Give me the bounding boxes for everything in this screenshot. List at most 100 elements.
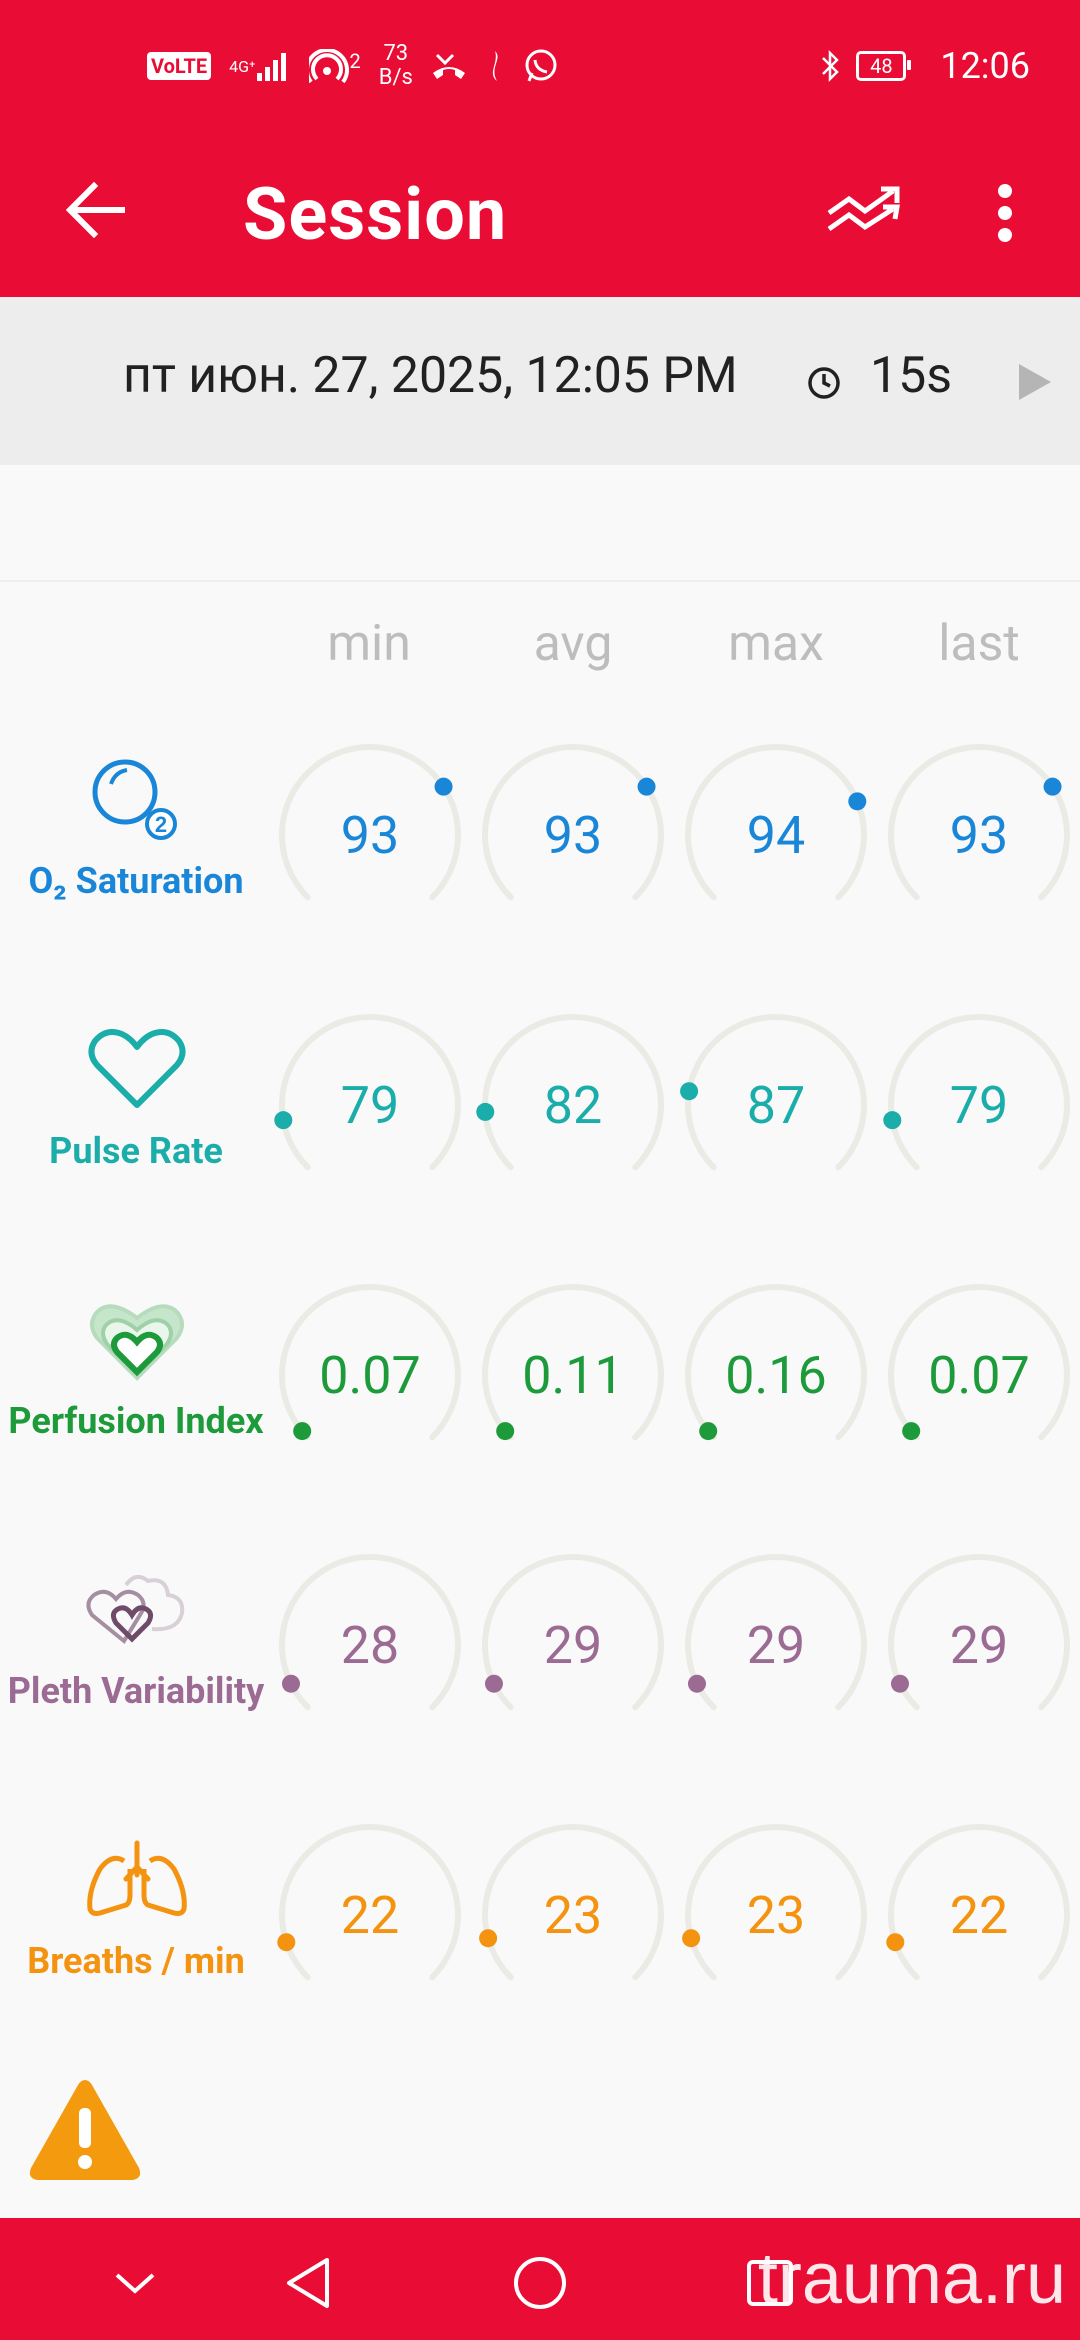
gauge-arc	[685, 744, 867, 901]
gauge-value: 23	[543, 1884, 603, 1946]
gauge-indicator-dot	[1043, 777, 1062, 796]
gauge-value: 87	[746, 1074, 806, 1136]
session-date: пт июн. 27, 2025, 12:05 PM	[123, 347, 738, 405]
gauge-indicator-dot	[484, 1674, 503, 1693]
gauge-arc	[279, 744, 461, 901]
gauge-min: 28	[273, 1548, 467, 1742]
gauge-arc	[680, 1014, 867, 1171]
column-header-avg: avg	[533, 615, 613, 673]
gauge-value: 93	[340, 804, 400, 866]
overflow-menu-button[interactable]	[980, 168, 1030, 258]
status-bar: VoLTE 4G⁺ 2 73 B/s	[0, 0, 1080, 132]
arrow-back-icon	[66, 182, 125, 238]
gauge-indicator-dot	[281, 1674, 300, 1693]
divider	[0, 580, 1080, 582]
parameter-label: Pleth Variability	[7, 1670, 265, 1712]
gauge-arc	[277, 1824, 461, 1981]
gauge-track	[279, 1824, 461, 1981]
gauge-value: 28	[340, 1614, 400, 1676]
more-vert-icon	[998, 184, 1012, 242]
gauge-last: 0.07	[882, 1278, 1076, 1472]
gauge-indicator-dot	[883, 1111, 902, 1130]
gauge-indicator-dot	[682, 1929, 701, 1948]
parameter-label: Perfusion Index	[8, 1400, 264, 1442]
gauge-max: 94	[679, 738, 873, 932]
play-button[interactable]	[1010, 357, 1060, 407]
trend-compare-button[interactable]	[820, 168, 910, 258]
hotspot-count: 2	[349, 49, 361, 73]
gauge-indicator-dot	[476, 1102, 495, 1121]
gauge-track	[685, 1014, 867, 1171]
gauge-arc	[883, 1014, 1070, 1171]
heart-icon	[72, 1014, 202, 1124]
gauge-indicator-dot	[886, 1933, 905, 1952]
gauge-value: 29	[949, 1614, 1009, 1676]
network-type: 4G⁺	[229, 56, 256, 76]
gauge-indicator-dot	[274, 1111, 293, 1130]
volte-icon: VoLTE	[147, 52, 212, 80]
gauge-last: 93	[882, 738, 1076, 932]
app-notification-icon	[485, 49, 505, 83]
gauge-min: 22	[273, 1818, 467, 2012]
gauge-indicator-dot	[680, 1082, 699, 1101]
gauge-track	[279, 1554, 461, 1711]
gauge-avg: 82	[476, 1008, 670, 1202]
gauge-arc	[685, 1284, 867, 1441]
nav-home-button[interactable]	[505, 2248, 575, 2318]
gauge-max: 0.16	[679, 1278, 873, 1472]
gauge-arc	[279, 1554, 461, 1711]
gauge-arc	[274, 1014, 461, 1171]
gauge-track	[482, 744, 664, 901]
nav-back-button[interactable]	[273, 2248, 343, 2318]
net-speed-value: 73	[383, 41, 409, 66]
gauge-avg: 29	[476, 1548, 670, 1742]
gauge-arc	[279, 1284, 461, 1441]
parameter-label: O₂ Saturation	[28, 860, 244, 902]
nav-collapse-button[interactable]	[100, 2248, 170, 2318]
session-duration: 15s	[870, 347, 953, 405]
warning-icon[interactable]	[25, 2072, 145, 2192]
parameter-row: Breaths / min 22 23 23 22	[0, 1800, 1080, 2070]
gauge-value: 79	[340, 1074, 400, 1136]
gauge-last: 79	[882, 1008, 1076, 1202]
gauge-track	[888, 1554, 1070, 1711]
column-header-max: max	[728, 615, 824, 673]
gauge-indicator-dot	[848, 792, 867, 811]
gauge-track	[482, 1824, 664, 1981]
play-icon	[1019, 364, 1051, 400]
gauge-track	[685, 744, 867, 901]
gauge-value: 79	[949, 1074, 1009, 1136]
gauge-value: 29	[746, 1614, 806, 1676]
hotspot-icon: 2	[309, 49, 361, 83]
collapse-icon	[115, 2273, 155, 2294]
lungs-icon	[72, 1824, 202, 1934]
gauge-arc	[888, 1554, 1070, 1711]
gauge-arc	[479, 1824, 664, 1981]
gauge-track	[685, 1824, 867, 1981]
gauge-indicator-dot	[496, 1422, 515, 1441]
gauge-value: 22	[340, 1884, 400, 1946]
gauge-value: 22	[949, 1884, 1009, 1946]
gauge-indicator-dot	[687, 1674, 706, 1693]
gauge-track	[279, 1014, 461, 1171]
gauge-arc	[888, 1284, 1070, 1441]
gauge-indicator-dot	[637, 777, 656, 796]
gauge-arc	[685, 1554, 867, 1711]
nav-recents-button[interactable]	[735, 2248, 805, 2318]
gauge-value: 0.16	[725, 1344, 827, 1406]
gauge-track	[482, 1554, 664, 1711]
trend-compare-icon	[827, 186, 900, 232]
clock-icon	[808, 367, 840, 399]
column-header-last: last	[938, 615, 1020, 673]
watermark: trauma.ru	[757, 2239, 1066, 2319]
parameter-label: Breaths / min	[27, 1940, 245, 1982]
back-button[interactable]	[56, 170, 136, 250]
gauge-value: 0.07	[928, 1344, 1030, 1406]
perfusion-hearts-icon	[72, 1284, 202, 1394]
parameter-row: Perfusion Index 0.07 0.11 0.16 0.07	[0, 1260, 1080, 1530]
gauge-avg: 23	[476, 1818, 670, 2012]
gauge-value: 93	[543, 804, 603, 866]
gauge-avg: 93	[476, 738, 670, 932]
gauge-value: 93	[949, 804, 1009, 866]
gauge-max: 29	[679, 1548, 873, 1742]
